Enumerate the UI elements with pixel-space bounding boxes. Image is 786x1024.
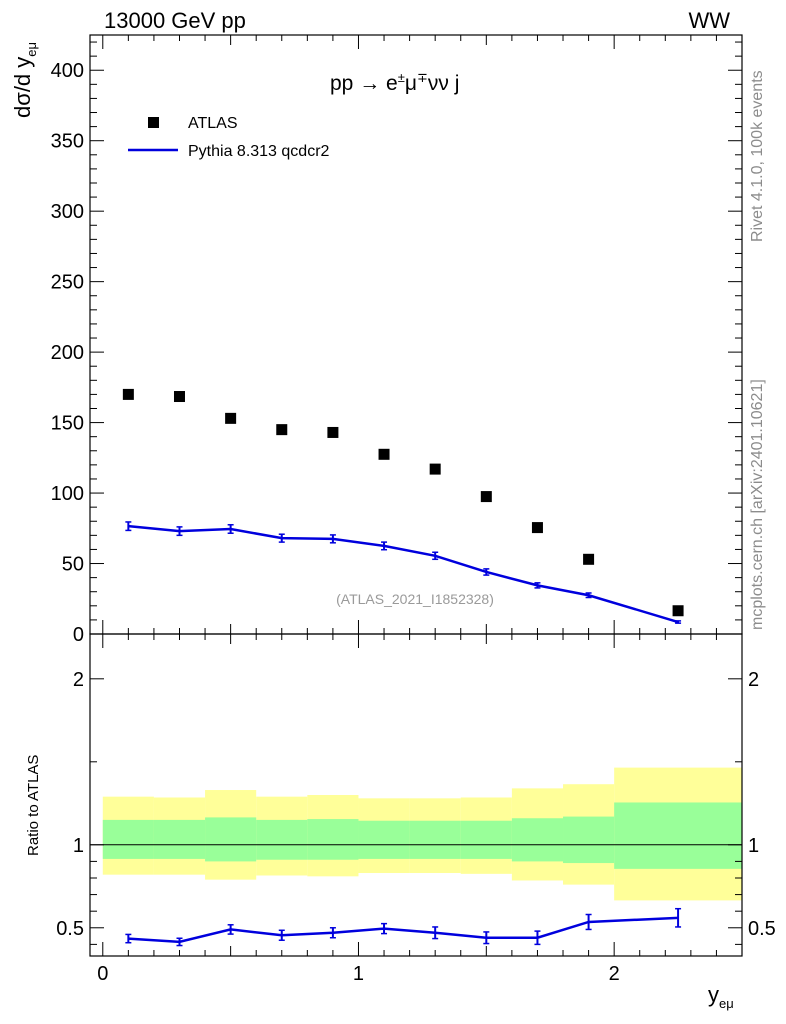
ratio-panel: 0.5 0.5 1 1 2 2 0 1 2 Ratio to ATLAS yeμ [25,633,776,1011]
y-tick-label: 50 [62,554,84,576]
source-label: mcplots.cern.ch [arXiv:2401.10621] [749,379,766,630]
pythia-line [128,524,679,624]
main-panel: 0 50 100 150 200 250 300 350 400 pp → e±μ∓νν j d… [10,34,743,646]
ratio-bands [102,767,742,901]
main-y-axis: 0 50 100 150 200 250 300 350 400 [51,35,742,646]
atlas-data-point [225,412,237,424]
ratio-band-inner [102,819,154,859]
ratio-band-inner [511,818,564,862]
ratio-band-inner [205,817,257,862]
y-tick-label: 100 [51,483,84,505]
ratio-y-tick-label: 1 [73,835,84,857]
atlas-data-point [480,491,492,503]
analysis-tag: (ATLAS_2021_I1852328) [336,591,494,607]
atlas-data-point [276,424,288,436]
y-tick-label: 200 [51,342,84,364]
ratio-band-inner [563,816,615,864]
atlas-data-point [429,463,441,475]
ratio-band-inner [307,819,359,860]
ratio-band-inner [409,820,461,859]
ratio-band-inner [153,819,206,859]
ratio-band-inner [614,802,742,869]
atlas-data-point [378,448,390,460]
legend-label-atlas: ATLAS [188,115,238,132]
ratio-band-inner [460,820,512,859]
atlas-data-point [672,605,684,617]
y-tick-label: 250 [51,272,84,294]
ratio-y-tick-label: 0.5 [56,918,84,940]
atlas-data-point [583,553,595,565]
ratio-y-tick-label: 2 [73,669,84,691]
ratio-y-label: Ratio to ATLAS [25,755,42,856]
energy-label: 13000 GeV pp [104,8,246,33]
x-tick-label: 0 [97,963,108,985]
ratio-line [128,916,679,944]
rivet-label: Rivet 4.1.0, 100k events [749,70,766,242]
legend: ATLAS Pythia 8.313 qcdcr2 [128,115,330,160]
y-tick-label: 400 [51,60,84,82]
y-tick-label: 150 [51,413,84,435]
ratio-frame [89,633,743,957]
atlas-data-point [122,388,134,400]
atlas-data-point [327,426,339,438]
y-tick-label: 300 [51,201,84,223]
main-series-layer [122,388,684,624]
ratio-y-tick-label-right: 1 [748,835,759,857]
process-tag: WW [688,8,730,33]
process-title: pp → e±μ∓νν j [330,70,459,95]
ratio-band-inner [256,819,308,860]
atlas-data-point [173,391,185,403]
y-axis-label: dσ/d yeμ [10,42,39,118]
x-tick-label: 2 [609,963,620,985]
ratio-y-tick-label-right: 2 [748,669,759,691]
ratio-axes: 0.5 0.5 1 1 2 2 0 1 2 [56,634,776,985]
ratio-series-layer [125,907,682,947]
y-tick-label: 0 [73,624,84,646]
x-axis-label: yeμ [708,982,734,1011]
y-tick-label: 350 [51,131,84,153]
ratio-y-tick-label-right: 0.5 [748,918,776,940]
atlas-data-point [531,522,543,534]
legend-label-pythia: Pythia 8.313 qcdcr2 [188,143,330,160]
ratio-band-inner [358,820,410,859]
legend-marker-atlas [148,117,159,128]
x-tick-label: 1 [353,963,364,985]
